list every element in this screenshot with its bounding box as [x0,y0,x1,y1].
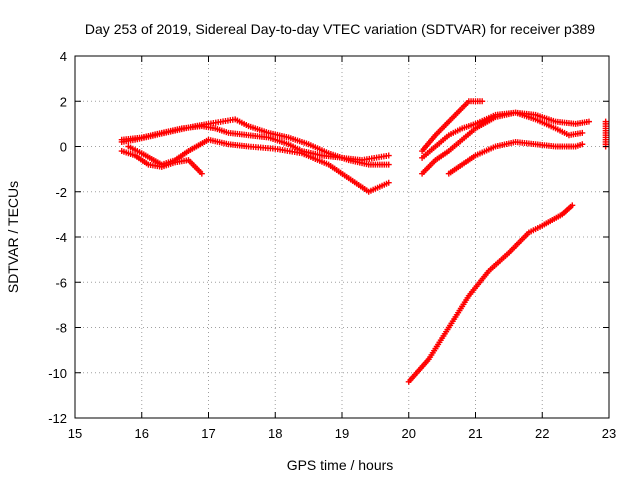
data-series-arc-h [445,138,586,177]
x-axis-title: GPS time / hours [287,457,394,473]
y-tick-label: -4 [55,230,67,245]
y-tick-label: 4 [60,49,67,64]
y-tick-label: -10 [48,366,67,381]
chart-title: Day 253 of 2019, Sidereal Day-to-day VTE… [85,21,595,37]
y-axis-title: SDTVAR / TECUs [5,181,21,293]
data-series-arc-g [419,109,592,177]
x-tick-label: 22 [535,426,549,441]
data-point [385,179,392,186]
data-point [198,170,205,177]
y-tick-label: -12 [48,411,67,426]
x-tick-label: 19 [335,426,349,441]
x-tick-label: 21 [468,426,482,441]
x-tick-label: 15 [68,426,82,441]
data-series-arc-f [419,98,486,155]
series-layer [118,98,609,385]
y-tick-label: -8 [55,321,67,336]
data-point [579,141,586,148]
grid-layer [75,56,609,418]
x-tick-label: 18 [268,426,282,441]
data-series-arc-i [405,202,576,385]
x-tick-label: 17 [201,426,215,441]
y-tick-label: 0 [60,140,67,155]
ticks-layer: 15 16 17 18 19 20 21 22 23 -12 -10 -8 -6 -4 -2 0 2 4 [48,49,616,441]
data-point [385,161,392,168]
y-tick-label: -2 [55,185,67,200]
x-tick-label: 20 [402,426,416,441]
data-series-arc-j [602,118,609,150]
data-series-arc-d [125,136,392,195]
x-tick-label: 16 [135,426,149,441]
data-point [385,152,392,159]
y-tick-label: -6 [55,275,67,290]
x-tick-label: 23 [602,426,616,441]
data-point [479,98,486,105]
data-point [569,202,576,209]
data-series-arc-b [118,116,392,168]
data-point [585,118,592,125]
data-point [579,129,586,136]
y-tick-label: 2 [60,94,67,109]
